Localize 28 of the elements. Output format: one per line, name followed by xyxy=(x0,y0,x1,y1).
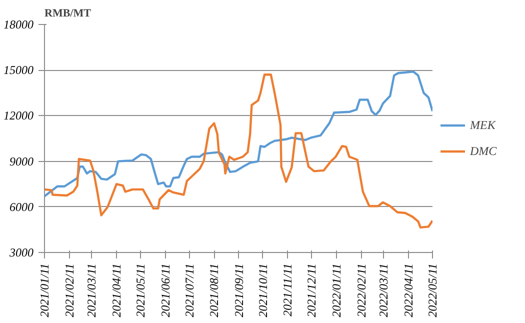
x-tick-label: 2021/08/11 xyxy=(207,263,222,318)
y-tick-label: 6000 xyxy=(10,200,34,214)
x-tick-label: 2022/05/11 xyxy=(426,263,440,318)
x-tick-label: 2021/09/11 xyxy=(232,263,246,318)
x-tick-label: 2022/02/11 xyxy=(354,263,368,318)
line-series xyxy=(44,74,432,229)
x-tick-label: 2022/04/11 xyxy=(402,263,416,318)
y-tick-label: 15000 xyxy=(4,63,34,78)
x-tick-label: 2021/04/11 xyxy=(110,263,124,318)
x-tick-label: 2021/10/11 xyxy=(256,263,270,318)
x-tick-label: 2021/12/11 xyxy=(304,263,319,318)
legend-label: DMC xyxy=(470,144,497,158)
x-tick-label: 2021/11/11 xyxy=(280,263,295,316)
y-tick-label: 9000 xyxy=(10,154,34,168)
x-tick-label: 2021/03/11 xyxy=(84,263,99,318)
x-tick-label: 2022/03/11 xyxy=(376,263,391,318)
x-tick-label: 2021/02/11 xyxy=(62,263,76,318)
y-axis-title: RMB/MT xyxy=(44,8,92,20)
line-series xyxy=(44,70,432,198)
x-tick-label: 2022/01/11 xyxy=(330,263,344,318)
x-tick-label: 2021/01/11 xyxy=(38,263,52,318)
y-tick-label: 12000 xyxy=(4,108,34,123)
x-tick-label: 2021/05/11 xyxy=(134,263,148,318)
y-tick-label: 18000 xyxy=(4,18,34,32)
x-tick-label: 2021/07/11 xyxy=(182,263,196,318)
y-tick-label: 3000 xyxy=(8,246,34,260)
legend-label: MEK xyxy=(470,118,496,132)
x-tick-label: 2021/06/11 xyxy=(158,263,172,318)
